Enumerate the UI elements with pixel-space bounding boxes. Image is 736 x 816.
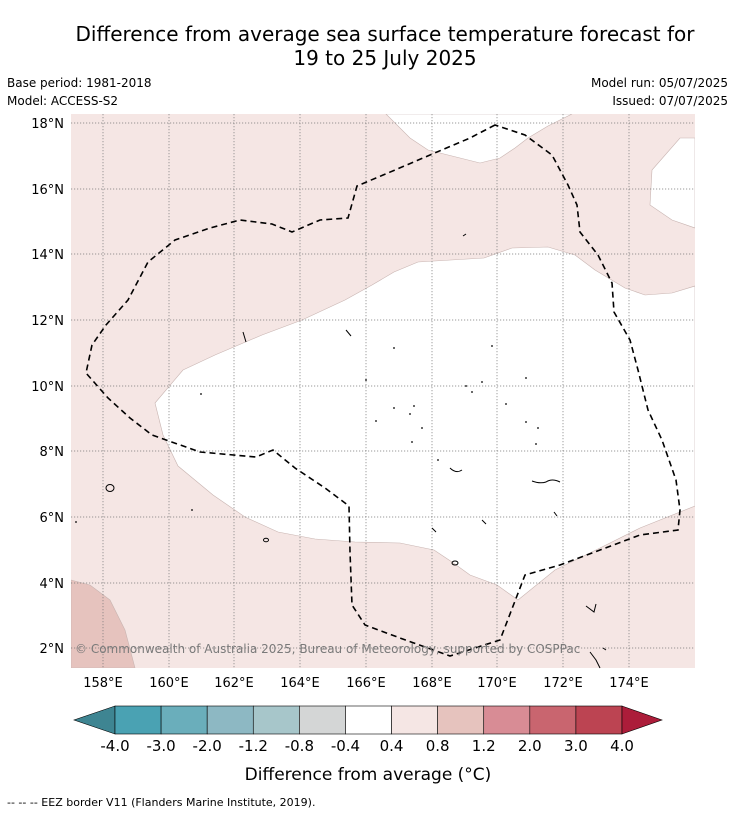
base-period: Base period: 1981-2018 (7, 76, 152, 90)
colorbar-tick-label: -1.2 (239, 737, 268, 755)
latitude-labels: 2°N 4°N 6°N 8°N 10°N 12°N 14°N 16°N 18°N (31, 117, 64, 657)
lat-label-18n: 18°N (31, 117, 64, 132)
lon-label-166e: 166°E (346, 676, 386, 691)
colorbar (73, 705, 663, 735)
colorbar-tick-labels: -4.0 -3.0 -2.0 -1.2 -0.8 -0.4 0.4 0.8 1.2 2.0 3.0 4… (100, 737, 634, 755)
model-name: Model: ACCESS-S2 (7, 94, 119, 108)
meta-right: Model run: 05/07/2025 Issued: 07/07/2025 (591, 74, 728, 110)
model-run: Model run: 05/07/2025 (590, 76, 728, 90)
colorbar-box (252, 705, 300, 735)
neutral-region-northeast (649, 137, 695, 229)
atoll-dots (75, 345, 539, 523)
meta-left: Base period: 1981-2018 Model: ACCESS-S2 (7, 74, 152, 110)
copyright-notice: © Commonwealth of Australia 2025, Bureau… (75, 642, 580, 656)
map-area (71, 114, 695, 668)
lon-label-158e: 158°E (83, 676, 123, 691)
chart-title: Difference from average sea surface temp… (40, 22, 730, 70)
lon-label-164e: 164°E (280, 676, 320, 691)
title-line-2: 19 to 25 July 2025 (293, 46, 477, 70)
lat-label-12n: 12°N (31, 314, 64, 329)
lat-label-10n: 10°N (31, 380, 64, 395)
longitude-labels: 158°E 160°E 162°E 164°E 166°E 168°E 170°… (83, 676, 649, 691)
colorbar-tick-label: -4.0 (100, 737, 129, 755)
graticule (71, 114, 695, 668)
lat-label-2n: 2°N (40, 642, 65, 657)
lon-label-160e: 160°E (149, 676, 189, 691)
colorbar-box (437, 705, 485, 735)
title-line-1: Difference from average sea surface temp… (75, 22, 695, 46)
lon-label-170e: 170°E (477, 676, 517, 691)
colorbar-tick-label: 0.8 (426, 737, 450, 755)
neutral-region-central (154, 246, 695, 601)
lon-label-172e: 172°E (543, 676, 583, 691)
colorbar-extend-high (621, 705, 663, 735)
colorbar-box (114, 705, 162, 735)
colorbar-box (206, 705, 254, 735)
eez-legend-note: -- -- -- EEZ border V11 (Flanders Marine… (7, 796, 316, 809)
colorbar-box (575, 705, 623, 735)
lat-label-14n: 14°N (31, 248, 64, 263)
colorbar-tick-label: 0.4 (380, 737, 404, 755)
colorbar-tick-label: -0.4 (331, 737, 360, 755)
colorbar-extend-low (73, 705, 116, 735)
colorbar-box (529, 705, 577, 735)
issued-date: Issued: 07/07/2025 (612, 94, 728, 108)
colorbar-title: Difference from average (°C) (245, 765, 492, 785)
lat-label-16n: 16°N (31, 183, 64, 198)
colorbar-tick-label: 4.0 (610, 737, 634, 755)
lat-label-6n: 6°N (40, 511, 65, 526)
island-outlines (105, 233, 607, 669)
lon-label-162e: 162°E (214, 676, 254, 691)
colorbar-box (160, 705, 208, 735)
colorbar-box (483, 705, 531, 735)
colorbar-box (345, 705, 392, 735)
colorbar-tick-label: -0.8 (285, 737, 314, 755)
colorbar-tick-label: -2.0 (193, 737, 222, 755)
colorbar-tick-label: 1.2 (472, 737, 496, 755)
lat-label-4n: 4°N (40, 577, 65, 592)
colorbar-tick-label: -3.0 (146, 737, 175, 755)
colorbar-tick-label: 2.0 (518, 737, 542, 755)
lat-label-8n: 8°N (40, 445, 65, 460)
colorbar-box (299, 705, 346, 735)
colorbar-tick-label: 3.0 (564, 737, 588, 755)
neutral-region-north (385, 114, 573, 164)
lon-label-174e: 174°E (609, 676, 649, 691)
lon-label-168e: 168°E (412, 676, 452, 691)
eez-border (85, 124, 681, 657)
colorbar-box (391, 705, 438, 735)
